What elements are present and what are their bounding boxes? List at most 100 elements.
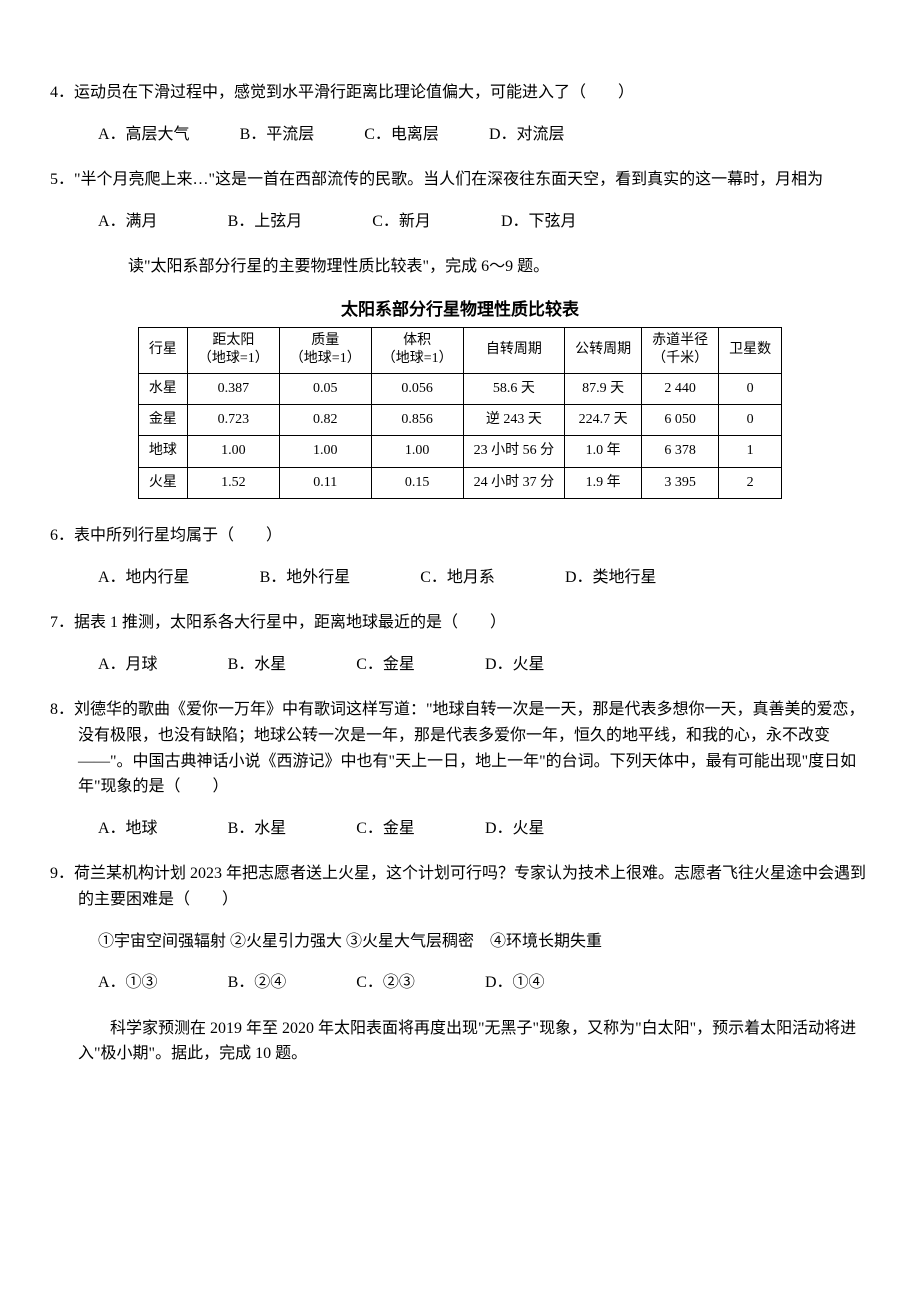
th-mass-l1: 质量 (311, 333, 339, 348)
table-row: 火星 1.52 0.11 0.15 24 小时 37 分 1.9 年 3 395… (138, 467, 781, 498)
table-title: 太阳系部分行星物理性质比较表 (50, 296, 870, 323)
q9-option-b: B．②④ (228, 970, 287, 996)
q5-option-b: B．上弦月 (228, 209, 303, 235)
question-7: 7．据表 1 推测，太阳系各大行星中，距离地球最近的是（ ） A．月球 B．水星… (50, 610, 870, 677)
question-9: 9．荷兰某机构计划 2023 年把志愿者送上火星，这个计划可行吗？专家认为技术上… (50, 861, 870, 995)
cell-mass: 0.05 (279, 373, 371, 404)
question-6: 6．表中所列行星均属于（ ） A．地内行星 B．地外行星 C．地月系 D．类地行… (50, 523, 870, 590)
th-rotation: 自转周期 (463, 328, 565, 373)
q7-option-b: B．水星 (228, 652, 287, 678)
question-7-options: A．月球 B．水星 C．金星 D．火星 (50, 652, 870, 678)
th-distance-l2: （地球=1） (198, 351, 269, 366)
cell-moons: 0 (719, 373, 782, 404)
cell-volume: 1.00 (371, 436, 463, 467)
question-5-stem: 5．"半个月亮爬上来…"这是一首在西部流传的民歌。当人们在深夜往东面天空，看到真… (50, 167, 870, 193)
cell-revolution: 87.9 天 (565, 373, 642, 404)
th-volume: 体积 （地球=1） (371, 328, 463, 373)
th-radius-l1: 赤道半径 (652, 333, 708, 348)
q5-option-d: D．下弦月 (501, 209, 577, 235)
cell-volume: 0.856 (371, 404, 463, 435)
q4-option-c: C．电离层 (364, 122, 439, 148)
planet-table: 行星 距太阳 （地球=1） 质量 （地球=1） 体积 （地球=1） 自转周期 公… (138, 327, 782, 499)
q6-option-b: B．地外行星 (260, 565, 351, 591)
q4-option-b: B．平流层 (240, 122, 315, 148)
th-moons: 卫星数 (719, 328, 782, 373)
q5-option-a: A．满月 (98, 209, 158, 235)
q4-option-d: D．对流层 (489, 122, 565, 148)
cell-distance: 0.387 (187, 373, 279, 404)
cell-volume: 0.056 (371, 373, 463, 404)
q6-option-d: D．类地行星 (565, 565, 657, 591)
th-distance: 距太阳 （地球=1） (187, 328, 279, 373)
th-revolution: 公转周期 (565, 328, 642, 373)
cell-radius: 6 050 (642, 404, 719, 435)
context-q10: 科学家预测在 2019 年至 2020 年太阳表面将再度出现"无黑子"现象，又称… (50, 1016, 870, 1067)
instruction-6-9: 读"太阳系部分行星的主要物理性质比较表"，完成 6～9 题。 (50, 254, 870, 280)
table-row: 金星 0.723 0.82 0.856 逆 243 天 224.7 天 6 05… (138, 404, 781, 435)
cell-radius: 3 395 (642, 467, 719, 498)
q7-option-a: A．月球 (98, 652, 158, 678)
cell-volume: 0.15 (371, 467, 463, 498)
table-row: 地球 1.00 1.00 1.00 23 小时 56 分 1.0 年 6 378… (138, 436, 781, 467)
question-9-stem: 9．荷兰某机构计划 2023 年把志愿者送上火星，这个计划可行吗？专家认为技术上… (50, 861, 870, 912)
q7-option-c: C．金星 (356, 652, 415, 678)
question-8-stem: 8．刘德华的歌曲《爱你一万年》中有歌词这样写道："地球自转一次是一天，那是代表多… (50, 697, 870, 799)
question-9-options: A．①③ B．②④ C．②③ D．①④ (50, 970, 870, 996)
q6-option-a: A．地内行星 (98, 565, 190, 591)
q9-option-d: D．①④ (485, 970, 545, 996)
q8-option-d: D．火星 (485, 816, 545, 842)
cell-distance: 1.00 (187, 436, 279, 467)
question-5-options: A．满月 B．上弦月 C．新月 D．下弦月 (50, 209, 870, 235)
q8-option-b: B．水星 (228, 816, 287, 842)
th-planet: 行星 (138, 328, 187, 373)
question-8: 8．刘德华的歌曲《爱你一万年》中有歌词这样写道："地球自转一次是一天，那是代表多… (50, 697, 870, 841)
th-volume-l2: （地球=1） (382, 351, 453, 366)
cell-distance: 1.52 (187, 467, 279, 498)
question-8-options: A．地球 B．水星 C．金星 D．火星 (50, 816, 870, 842)
table-row: 水星 0.387 0.05 0.056 58.6 天 87.9 天 2 440 … (138, 373, 781, 404)
cell-distance: 0.723 (187, 404, 279, 435)
cell-moons: 0 (719, 404, 782, 435)
cell-mass: 0.82 (279, 404, 371, 435)
q9-option-a: A．①③ (98, 970, 158, 996)
cell-radius: 2 440 (642, 373, 719, 404)
cell-rotation: 逆 243 天 (463, 404, 565, 435)
q9-option-c: C．②③ (356, 970, 415, 996)
th-mass: 质量 （地球=1） (279, 328, 371, 373)
q6-option-c: C．地月系 (420, 565, 495, 591)
question-5: 5．"半个月亮爬上来…"这是一首在西部流传的民歌。当人们在深夜往东面天空，看到真… (50, 167, 870, 234)
question-6-options: A．地内行星 B．地外行星 C．地月系 D．类地行星 (50, 565, 870, 591)
cell-revolution: 1.9 年 (565, 467, 642, 498)
cell-planet: 水星 (138, 373, 187, 404)
cell-rotation: 24 小时 37 分 (463, 467, 565, 498)
question-7-stem: 7．据表 1 推测，太阳系各大行星中，距离地球最近的是（ ） (50, 610, 870, 636)
cell-rotation: 58.6 天 (463, 373, 565, 404)
cell-planet: 地球 (138, 436, 187, 467)
cell-moons: 1 (719, 436, 782, 467)
question-4: 4．运动员在下滑过程中，感觉到水平滑行距离比理论值偏大，可能进入了（ ） A．高… (50, 80, 870, 147)
cell-revolution: 1.0 年 (565, 436, 642, 467)
q7-option-d: D．火星 (485, 652, 545, 678)
th-radius: 赤道半径 （千米） (642, 328, 719, 373)
q5-option-c: C．新月 (372, 209, 431, 235)
question-6-stem: 6．表中所列行星均属于（ ） (50, 523, 870, 549)
q8-option-c: C．金星 (356, 816, 415, 842)
cell-planet: 火星 (138, 467, 187, 498)
table-body: 水星 0.387 0.05 0.056 58.6 天 87.9 天 2 440 … (138, 373, 781, 499)
th-volume-l1: 体积 (403, 333, 431, 348)
q8-option-a: A．地球 (98, 816, 158, 842)
cell-revolution: 224.7 天 (565, 404, 642, 435)
q4-option-a: A．高层大气 (98, 122, 190, 148)
question-4-stem: 4．运动员在下滑过程中，感觉到水平滑行距离比理论值偏大，可能进入了（ ） (50, 80, 870, 106)
th-distance-l1: 距太阳 (212, 333, 254, 348)
cell-moons: 2 (719, 467, 782, 498)
question-4-options: A．高层大气 B．平流层 C．电离层 D．对流层 (50, 122, 870, 148)
th-mass-l2: （地球=1） (290, 351, 361, 366)
table-header-row: 行星 距太阳 （地球=1） 质量 （地球=1） 体积 （地球=1） 自转周期 公… (138, 328, 781, 373)
th-radius-l2: （千米） (652, 351, 708, 366)
cell-radius: 6 378 (642, 436, 719, 467)
cell-rotation: 23 小时 56 分 (463, 436, 565, 467)
question-9-items: ①宇宙空间强辐射 ②火星引力强大 ③火星大气层稠密 ④环境长期失重 (50, 929, 870, 955)
cell-mass: 1.00 (279, 436, 371, 467)
cell-mass: 0.11 (279, 467, 371, 498)
